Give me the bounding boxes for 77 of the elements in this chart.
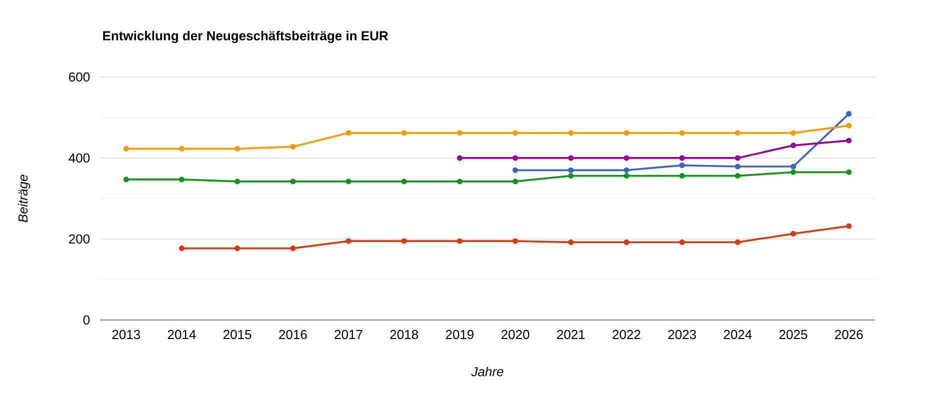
point bbox=[178, 176, 185, 182]
point bbox=[679, 162, 685, 168]
y-axis-title: Beiträge bbox=[18, 174, 30, 222]
x-tick-label: 2021 bbox=[557, 330, 585, 340]
y-tick-label: 200 bbox=[69, 234, 90, 244]
point bbox=[401, 238, 407, 244]
point bbox=[401, 178, 407, 184]
point bbox=[734, 155, 740, 161]
point bbox=[679, 239, 685, 246]
point bbox=[734, 173, 740, 179]
point bbox=[123, 146, 129, 152]
point bbox=[512, 130, 518, 136]
point bbox=[290, 178, 296, 184]
point bbox=[346, 178, 352, 184]
point bbox=[679, 155, 685, 161]
y-tick-label: 0 bbox=[83, 315, 90, 325]
point bbox=[234, 146, 240, 152]
x-tick-label: 2024 bbox=[724, 330, 752, 340]
x-axis-title: Jahre bbox=[471, 366, 504, 376]
point bbox=[346, 238, 352, 244]
point bbox=[624, 167, 630, 173]
x-tick-label: 2022 bbox=[612, 330, 640, 340]
point bbox=[790, 142, 796, 148]
point bbox=[512, 178, 518, 184]
point bbox=[679, 130, 685, 136]
point bbox=[790, 130, 796, 136]
point bbox=[456, 130, 463, 136]
point bbox=[512, 167, 518, 173]
x-tick-label: 2017 bbox=[334, 330, 362, 340]
point bbox=[624, 173, 630, 179]
x-tick-label: 2013 bbox=[112, 330, 140, 340]
x-tick-label: 2023 bbox=[668, 330, 696, 340]
point bbox=[846, 223, 852, 229]
point bbox=[456, 178, 463, 184]
point bbox=[401, 130, 407, 136]
point bbox=[178, 246, 185, 252]
point bbox=[568, 167, 574, 173]
x-tick-label: 2025 bbox=[779, 330, 808, 340]
point bbox=[346, 130, 352, 136]
chart-title: Entwicklung der Neugeschäftsbeiträge in EUR bbox=[103, 30, 388, 44]
point bbox=[456, 238, 463, 244]
point bbox=[290, 246, 296, 252]
point bbox=[734, 239, 740, 246]
y-tick-label: 600 bbox=[69, 72, 90, 82]
x-tick-label: 2016 bbox=[279, 330, 307, 340]
point bbox=[624, 130, 630, 136]
point bbox=[790, 164, 796, 170]
point bbox=[846, 169, 852, 175]
point bbox=[790, 169, 796, 175]
point bbox=[624, 239, 630, 246]
point bbox=[234, 246, 240, 252]
x-tick-label: 2014 bbox=[168, 330, 196, 340]
x-tick-label: 2019 bbox=[446, 330, 474, 340]
point bbox=[679, 173, 685, 179]
point bbox=[846, 111, 852, 117]
point bbox=[624, 155, 630, 161]
point bbox=[790, 230, 796, 237]
point bbox=[568, 239, 574, 246]
x-tick-label: 2020 bbox=[501, 330, 530, 340]
x-tick-label: 2015 bbox=[224, 330, 252, 340]
point bbox=[568, 173, 574, 179]
y-tick-label: 400 bbox=[68, 153, 90, 163]
point bbox=[178, 146, 185, 152]
point bbox=[846, 138, 852, 144]
point bbox=[512, 238, 518, 244]
point bbox=[568, 130, 574, 136]
point bbox=[846, 122, 852, 128]
point bbox=[456, 155, 463, 161]
x-tick-label: 2026 bbox=[835, 330, 863, 340]
x-tick-label: 2018 bbox=[390, 330, 418, 340]
point bbox=[568, 155, 574, 161]
point bbox=[512, 155, 518, 161]
point bbox=[123, 176, 129, 182]
point bbox=[734, 164, 740, 170]
point bbox=[234, 178, 240, 184]
point bbox=[734, 130, 740, 136]
point bbox=[290, 144, 296, 150]
